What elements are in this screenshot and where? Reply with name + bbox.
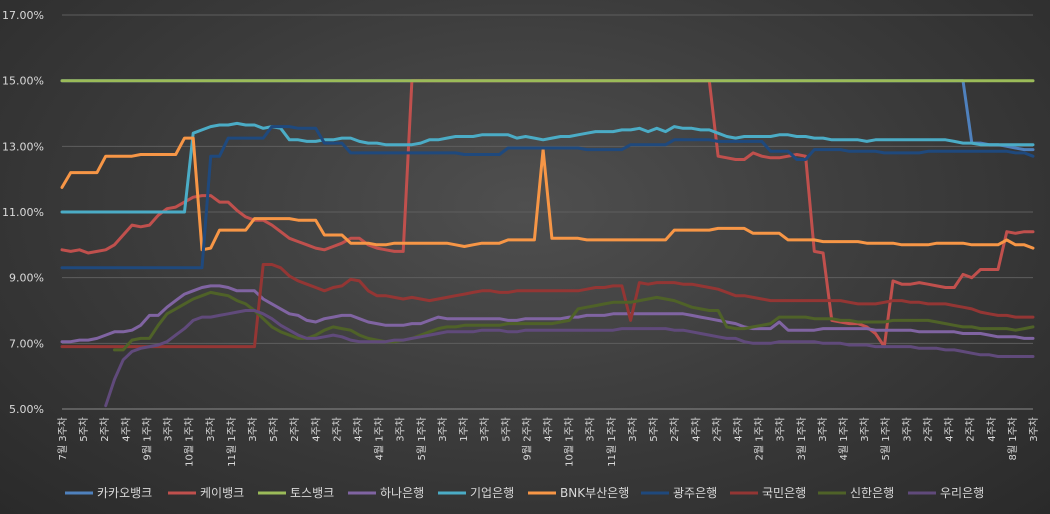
series-line-6 <box>60 125 1035 270</box>
y-tick-label: 9.00% <box>9 272 44 285</box>
x-tick-label: 4월 1주차 <box>838 417 850 461</box>
x-tick-label: 3주차 <box>859 417 871 442</box>
y-tick-label: 7.00% <box>9 337 44 350</box>
legend-label-5: BNK부산은행 <box>560 485 629 500</box>
x-tick-label: 11월 1주차 <box>606 417 618 467</box>
x-tick-label: 1주차 <box>458 417 470 442</box>
series-line-8 <box>113 290 1035 352</box>
x-tick-label: 5월 1주차 <box>416 417 428 461</box>
x-tick-label: 3주차 <box>1028 417 1040 442</box>
series-line-5 <box>60 136 1035 252</box>
x-tick-label: 2주차 <box>99 417 111 442</box>
legend-label-0: 카카오뱅크 <box>97 486 152 500</box>
x-tick-label: 3주차 <box>775 417 787 442</box>
x-tick-label: 5주차 <box>78 417 90 442</box>
x-tick-label: 4주차 <box>353 417 365 442</box>
x-tick-label: 7월 3주차 <box>57 417 69 461</box>
x-tick-label: 4주차 <box>120 417 132 442</box>
x-tick-label: 3주차 <box>395 417 407 442</box>
legend: 카카오뱅크 케이뱅크 토스뱅크 하나은행 기업은행 BNK부산은행 광주은행 국민은행 신한은행… <box>65 485 984 500</box>
y-tick-label: 5.00% <box>9 403 44 416</box>
series-line-9 <box>104 309 1035 408</box>
x-tick-label: 2월 1주차 <box>754 417 766 461</box>
legend-label-3: 하나은행 <box>380 485 424 500</box>
legend-label-6: 광주은행 <box>673 485 717 500</box>
x-tick-label: 2주차 <box>289 417 301 442</box>
y-tick-label: 13.00% <box>2 140 44 153</box>
series-line-3 <box>60 284 1035 344</box>
x-tick-label: 3주차 <box>479 417 491 442</box>
x-tick-label: 10월 1주차 <box>564 417 576 467</box>
x-tick-label: 3주차 <box>247 417 259 442</box>
legend-label-9: 우리은행 <box>940 485 984 500</box>
x-tick-label: 3주차 <box>817 417 829 442</box>
x-tick-label: 8월 1주차 <box>1007 417 1019 461</box>
y-axis: 5.00% 7.00% 9.00% 11.00% 13.00% 15.00% 17.00% <box>2 9 1033 416</box>
x-tick-label: 2주차 <box>331 417 343 442</box>
x-tick-label: 4주차 <box>986 417 998 442</box>
y-tick-label: 11.00% <box>2 206 44 219</box>
x-tick-label: 4주차 <box>732 417 744 442</box>
x-tick-label: 5주차 <box>648 417 660 442</box>
x-tick-label: 11월 1주차 <box>226 417 238 467</box>
x-tick-label: 3주차 <box>627 417 639 442</box>
legend-label-2: 토스뱅크 <box>290 486 334 500</box>
series-line-7 <box>60 263 1035 349</box>
x-tick-label: 3주차 <box>901 417 913 442</box>
legend-label-8: 신한은행 <box>850 485 894 500</box>
x-tick-label: 3주차 <box>163 417 175 442</box>
x-tick-label: 10월 1주차 <box>184 417 196 467</box>
x-tick-label: 5주차 <box>268 417 280 442</box>
x-tick-label: 4주차 <box>543 417 555 442</box>
x-tick-label: 3월 1주차 <box>796 417 808 461</box>
x-tick-label: 5월 1주차 <box>880 417 892 461</box>
x-tick-label: 9월 2주차 <box>521 417 533 461</box>
legend-label-4: 기업은행 <box>470 485 514 500</box>
x-tick-label: 5주차 <box>500 417 512 442</box>
x-tick-label: 3주차 <box>437 417 449 442</box>
x-tick-label: 2주차 <box>669 417 681 442</box>
x-tick-label: 9월 1주차 <box>141 417 153 461</box>
y-tick-label: 17.00% <box>2 9 44 22</box>
x-tick-label: 3주차 <box>585 417 597 442</box>
x-tick-label: 2주차 <box>711 417 723 442</box>
x-tick-label: 4주차 <box>944 417 956 442</box>
series-line-4 <box>60 121 1035 214</box>
legend-label-7: 국민은행 <box>762 485 806 500</box>
x-tick-label: 4월 1주차 <box>374 417 386 461</box>
x-tick-label: 2주차 <box>965 417 977 442</box>
x-axis: 7월 3주차 5주차 2주차 4주차 9월 1주차 3주차 10월 1주차 3주차 11월 1주… <box>57 417 1040 467</box>
series-lines <box>60 79 1035 408</box>
x-tick-label: 4주차 <box>310 417 322 442</box>
y-tick-label: 15.00% <box>2 75 44 88</box>
x-tick-label: 3주차 <box>205 417 217 442</box>
x-tick-label: 2주차 <box>922 417 934 442</box>
legend-label-1: 케이뱅크 <box>200 486 244 500</box>
x-tick-label: 4주차 <box>690 417 702 442</box>
